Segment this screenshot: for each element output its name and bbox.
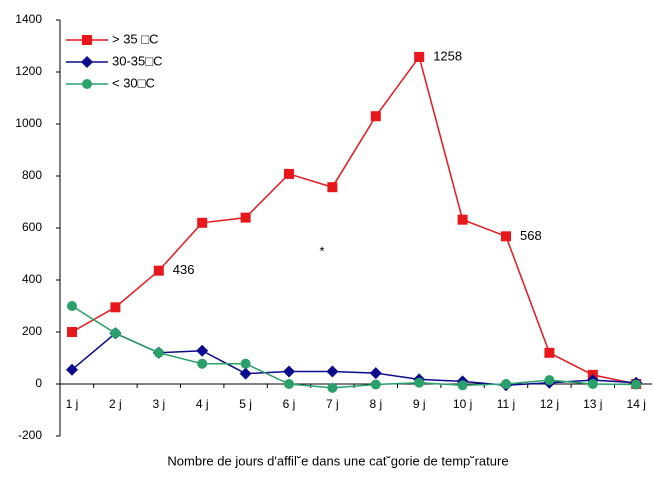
data-label: 1258 bbox=[433, 48, 462, 63]
data-point bbox=[414, 377, 425, 388]
y-tick-label: 200 bbox=[22, 324, 42, 338]
legend-marker bbox=[81, 56, 93, 68]
series-line bbox=[71, 305, 637, 389]
data-point bbox=[110, 302, 121, 313]
x-tick-label: 4 j bbox=[196, 397, 209, 411]
y-tick-label: 1400 bbox=[15, 12, 42, 26]
x-tick-label: 1 j bbox=[66, 397, 79, 411]
data-point bbox=[197, 358, 208, 369]
series-line bbox=[71, 55, 637, 385]
data-point bbox=[153, 347, 164, 358]
x-tick-label: 11 j bbox=[497, 397, 515, 411]
data-point bbox=[197, 217, 208, 228]
x-tick-label: 8 j bbox=[369, 397, 382, 411]
data-point bbox=[369, 367, 382, 380]
data-point bbox=[370, 379, 381, 390]
data-point bbox=[240, 358, 251, 369]
data-point bbox=[631, 379, 642, 390]
data-point bbox=[327, 382, 338, 393]
legend-marker bbox=[82, 35, 92, 45]
legend-marker bbox=[82, 79, 92, 89]
data-point bbox=[414, 51, 425, 62]
data-point bbox=[153, 265, 164, 276]
x-tick-label: 14 j bbox=[627, 397, 646, 411]
data-point bbox=[501, 379, 511, 389]
x-tick-label: 5 j bbox=[239, 397, 252, 411]
data-point bbox=[457, 214, 468, 225]
x-tick-label: 6 j bbox=[283, 397, 296, 411]
data-point bbox=[370, 111, 381, 122]
x-tick-label: 3 j bbox=[152, 397, 165, 411]
x-axis-title: Nombre de jours d'affil˘e dans une cat˘g… bbox=[167, 453, 508, 468]
legend-label: > 35 □C bbox=[112, 31, 159, 46]
data-point bbox=[544, 375, 555, 386]
y-tick-label: 600 bbox=[22, 220, 42, 234]
y-tick-label: 800 bbox=[22, 168, 42, 182]
x-tick-label: 12 j bbox=[540, 397, 559, 411]
annotation: * bbox=[319, 243, 324, 258]
data-point bbox=[327, 182, 338, 193]
x-tick-label: 10 j bbox=[453, 397, 472, 411]
series-line bbox=[71, 332, 637, 387]
data-point bbox=[196, 344, 209, 357]
data-point bbox=[587, 379, 598, 389]
data-point bbox=[457, 380, 468, 391]
data-point bbox=[239, 367, 252, 380]
x-tick-label: 2 j bbox=[109, 397, 122, 411]
x-tick-label: 13 j bbox=[583, 397, 602, 411]
data-point bbox=[240, 212, 251, 223]
y-tick-label: 400 bbox=[22, 272, 42, 286]
y-tick-label: 1200 bbox=[15, 64, 42, 78]
data-label: 568 bbox=[520, 228, 542, 243]
data-point bbox=[66, 363, 78, 376]
y-tick-label: -200 bbox=[18, 428, 42, 442]
legend-label: < 30□C bbox=[112, 75, 155, 90]
y-tick-label: 1000 bbox=[15, 116, 42, 130]
data-point bbox=[326, 365, 339, 378]
data-point bbox=[284, 168, 294, 179]
y-tick-label: 0 bbox=[35, 376, 42, 390]
data-point bbox=[67, 301, 77, 311]
x-tick-label: 9 j bbox=[413, 397, 426, 411]
data-point bbox=[544, 347, 555, 358]
data-point bbox=[501, 231, 511, 242]
data-point bbox=[283, 365, 295, 378]
data-point bbox=[110, 328, 121, 339]
x-tick-label: 7 j bbox=[326, 397, 339, 411]
legend-label: 30-35□C bbox=[112, 53, 163, 68]
data-label: 436 bbox=[173, 262, 195, 277]
data-point bbox=[284, 379, 294, 389]
data-point bbox=[67, 327, 77, 337]
